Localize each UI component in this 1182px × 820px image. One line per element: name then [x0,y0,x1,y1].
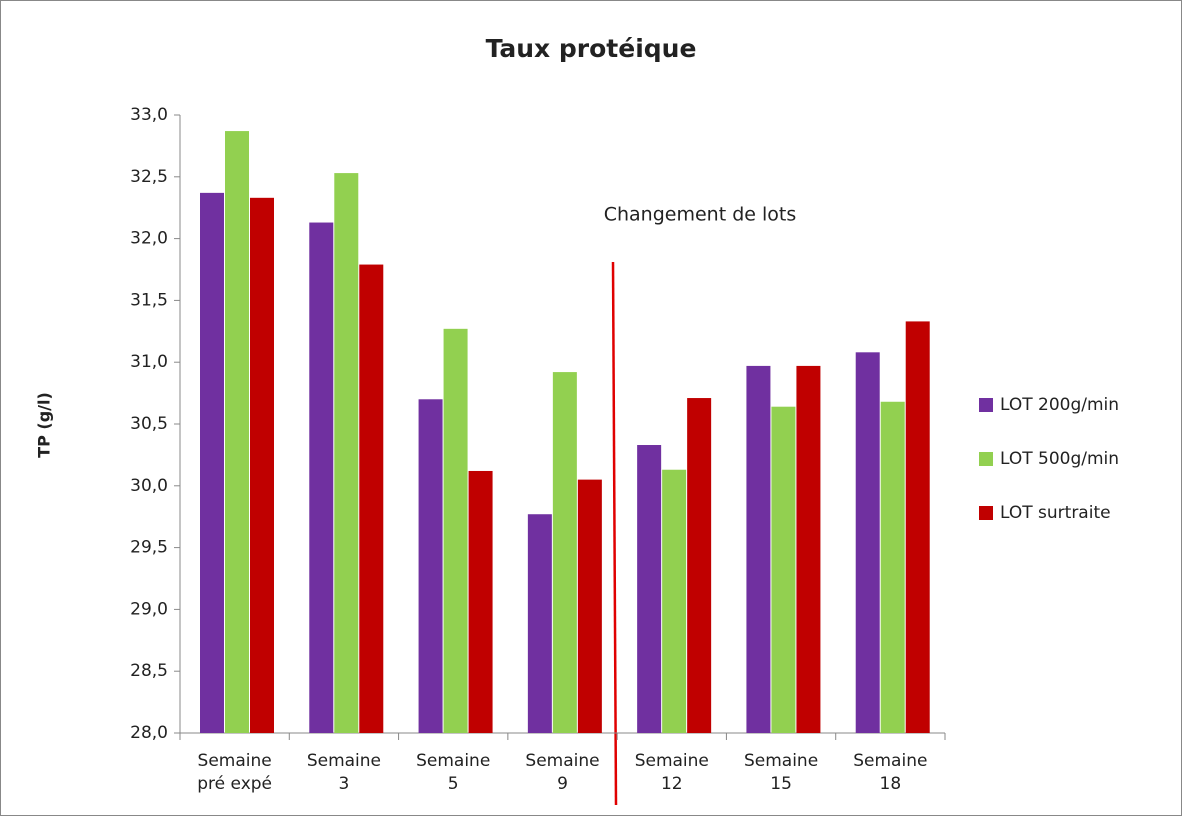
y-tick-label: 32,0 [130,229,168,249]
bar [309,222,334,734]
legend-label: LOT surtraite [1000,503,1111,523]
chart-title: Taux protéique [486,34,697,63]
y-axis-label: TP (g/l) [35,392,54,458]
bar [796,365,821,733]
legend-swatch [979,452,993,466]
y-tick-label: 31,0 [130,352,168,372]
bar [468,470,493,733]
bar [250,197,274,733]
legend-label: LOT 500g/min [1000,449,1119,469]
bar [855,352,880,733]
bar [880,401,905,733]
y-tick-label: 32,5 [130,167,168,187]
bar [771,406,796,733]
bar [359,264,384,733]
bar [200,192,224,734]
bar [527,514,552,733]
x-tick-label: Semaine 12 [635,751,709,794]
legend-swatch [979,506,993,520]
x-tick-label: Semaine 3 [307,751,381,794]
y-tick-label: 31,5 [130,290,168,310]
x-tick-label: Semaine pré expé [197,751,272,794]
y-tick-label: 29,0 [130,599,168,619]
x-tick-label: Semaine 18 [853,751,927,794]
x-tick-label: Semaine 9 [525,751,599,794]
bar [687,398,712,733]
y-tick-label: 33,0 [130,105,168,125]
bar [418,399,443,733]
bar [225,131,249,733]
y-tick-label: 28,0 [130,723,168,743]
y-tick-label: 28,5 [130,661,168,681]
x-tick-label: Semaine 15 [744,751,818,794]
bar [662,469,687,733]
annotation: Changement de lots [604,204,797,226]
legend-swatch [979,398,993,412]
bar [334,173,359,734]
bar [637,445,662,733]
y-tick-label: 30,0 [130,476,168,496]
bar [905,321,930,733]
bar [746,365,771,733]
bar [577,479,602,733]
separator-line [611,261,618,806]
bar [552,372,577,733]
bar [443,328,468,733]
y-tick-label: 29,5 [130,538,168,558]
y-tick-label: 30,5 [130,414,168,434]
x-tick-label: Semaine 5 [416,751,490,794]
legend-label: LOT 200g/min [1000,395,1119,415]
